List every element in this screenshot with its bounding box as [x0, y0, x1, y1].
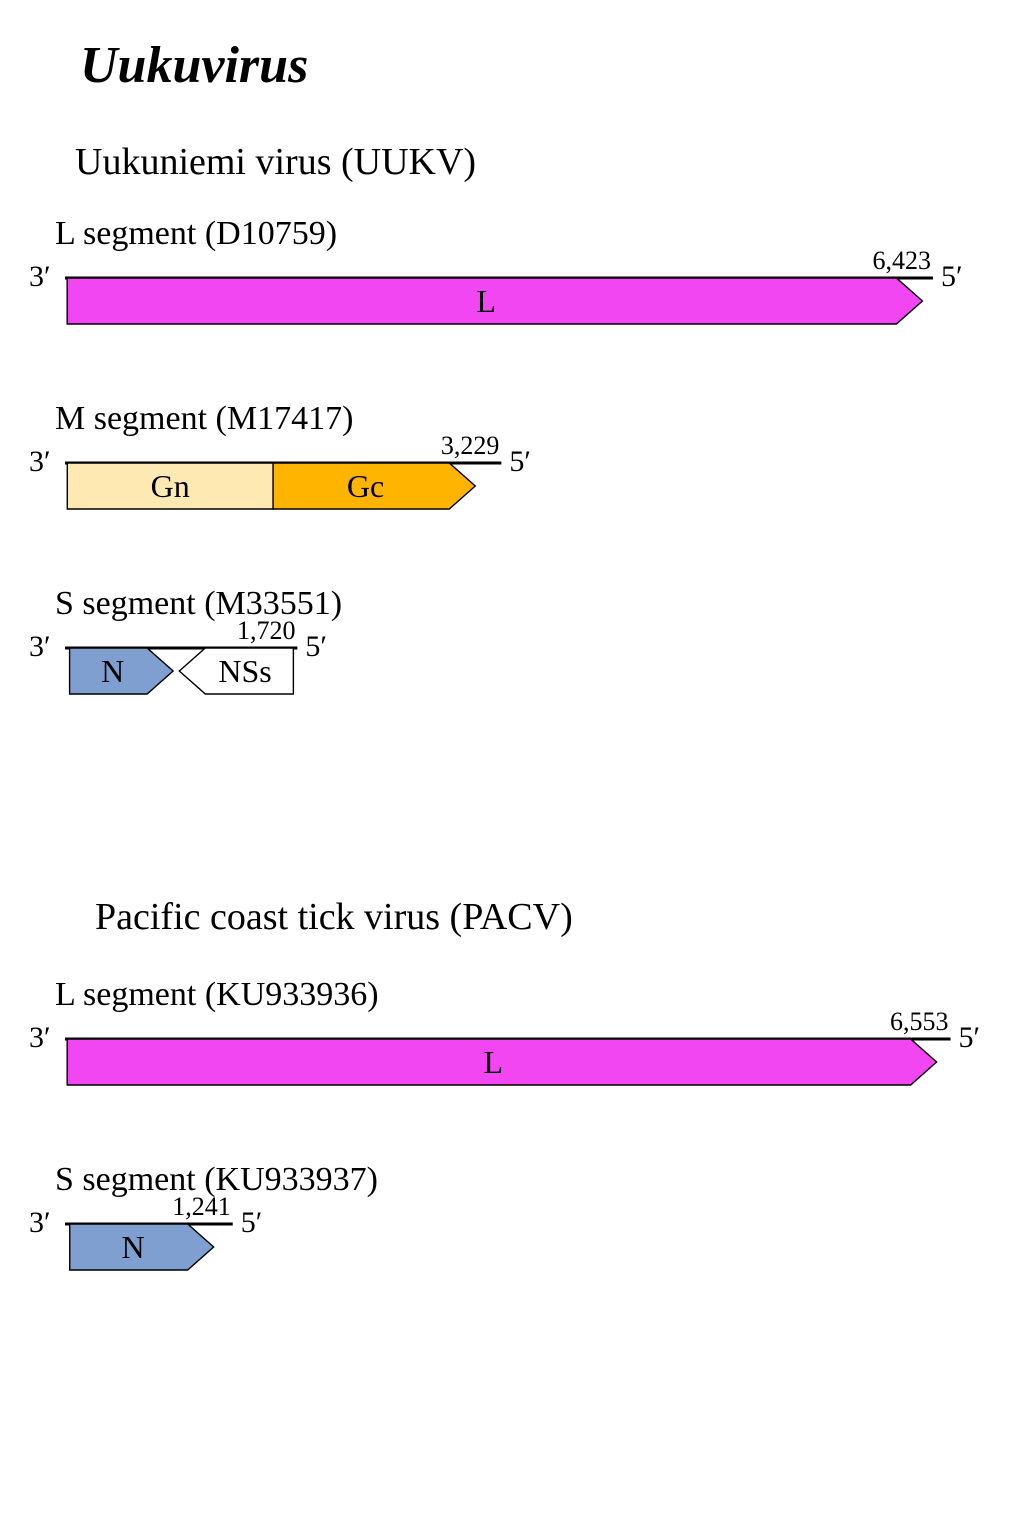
orf-label: N: [121, 1229, 144, 1265]
segment-svg: N: [0, 0, 1009, 1517]
